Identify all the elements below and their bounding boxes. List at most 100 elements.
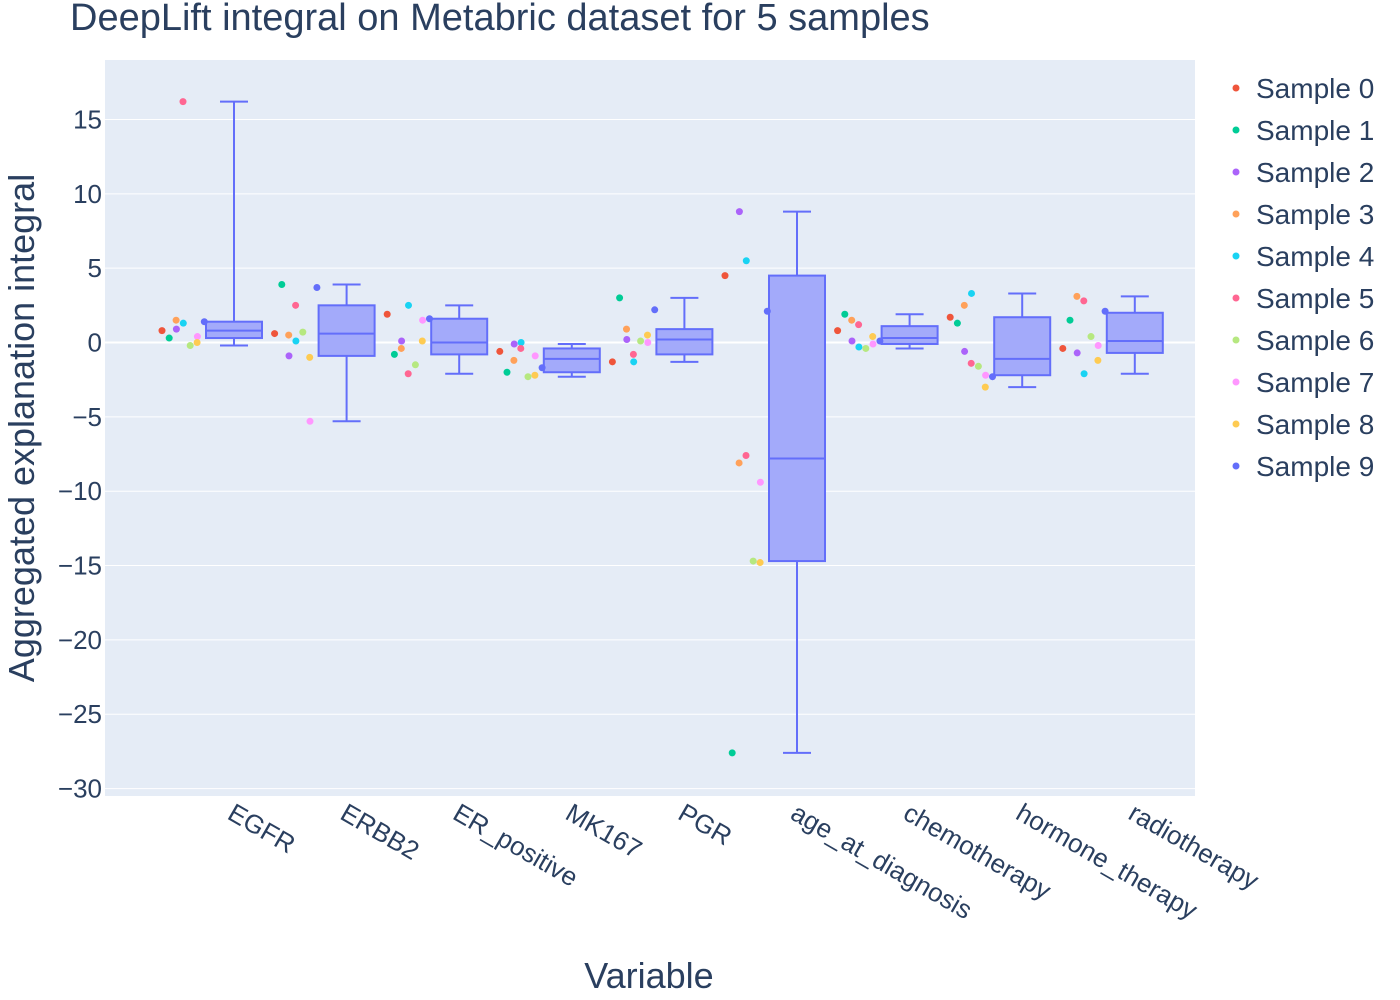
data-point[interactable] [1094, 356, 1102, 364]
data-point[interactable] [721, 272, 729, 280]
legend-item[interactable]: Sample 0 [1232, 73, 1375, 104]
data-point[interactable] [876, 337, 884, 345]
data-point[interactable] [742, 452, 750, 460]
data-point[interactable] [404, 370, 412, 378]
data-point[interactable] [630, 358, 638, 366]
data-point[interactable] [292, 301, 300, 309]
data-point[interactable] [383, 310, 391, 318]
data-point[interactable] [426, 315, 433, 323]
data-point[interactable] [862, 344, 870, 352]
data-point[interactable] [538, 364, 546, 372]
box-chemotherapy[interactable] [880, 313, 939, 350]
data-point[interactable] [1073, 292, 1081, 300]
data-point[interactable] [960, 301, 968, 309]
legend-item[interactable]: Sample 4 [1232, 241, 1375, 272]
data-point[interactable] [967, 359, 975, 367]
data-point[interactable] [285, 352, 293, 360]
data-point[interactable] [165, 334, 173, 342]
data-point[interactable] [644, 339, 652, 347]
data-point[interactable] [848, 337, 856, 345]
data-point[interactable] [756, 559, 764, 567]
data-point[interactable] [841, 310, 849, 318]
data-point[interactable] [179, 319, 187, 327]
box-age_at_diagnosis[interactable] [768, 210, 826, 754]
data-point[interactable] [982, 371, 990, 379]
data-point[interactable] [637, 337, 645, 345]
data-point[interactable] [735, 208, 743, 216]
data-point[interactable] [419, 316, 427, 324]
legend-item[interactable]: Sample 8 [1232, 409, 1375, 440]
data-point[interactable] [981, 383, 989, 391]
data-point[interactable] [285, 331, 293, 339]
box-ERBB2[interactable] [317, 283, 376, 423]
legend-item[interactable]: Sample 7 [1232, 367, 1375, 398]
data-point[interactable] [608, 358, 616, 366]
data-point[interactable] [623, 325, 630, 333]
data-point[interactable] [953, 319, 961, 327]
data-point[interactable] [1059, 344, 1067, 352]
data-point[interactable] [517, 339, 525, 347]
data-point[interactable] [292, 337, 300, 345]
data-point[interactable] [735, 459, 743, 467]
data-point[interactable] [524, 373, 532, 381]
data-point[interactable] [398, 337, 406, 345]
data-point[interactable] [1094, 341, 1102, 349]
data-point[interactable] [313, 283, 321, 291]
data-point[interactable] [405, 301, 412, 309]
legend-item[interactable]: Sample 3 [1232, 199, 1375, 230]
data-point[interactable] [411, 361, 419, 369]
box-EGFR[interactable] [205, 100, 263, 347]
box-MK167[interactable] [542, 342, 601, 378]
data-point[interactable] [848, 316, 856, 324]
data-point[interactable] [186, 341, 194, 349]
data-point[interactable] [397, 344, 405, 352]
data-point[interactable] [531, 371, 539, 379]
box-PGR[interactable] [655, 296, 714, 363]
data-point[interactable] [728, 749, 736, 757]
data-point[interactable] [510, 340, 518, 348]
legend-item[interactable]: Sample 2 [1232, 157, 1375, 188]
data-point[interactable] [503, 368, 511, 376]
data-point[interactable] [629, 350, 637, 358]
data-point[interactable] [306, 353, 314, 361]
data-point[interactable] [299, 328, 307, 336]
data-point[interactable] [763, 307, 771, 315]
data-point[interactable] [390, 350, 398, 358]
data-point[interactable] [834, 327, 842, 335]
data-point[interactable] [517, 344, 525, 352]
data-point[interactable] [193, 339, 201, 347]
data-point[interactable] [742, 257, 750, 265]
data-point[interactable] [749, 557, 757, 565]
data-point[interactable] [1066, 316, 1074, 324]
data-point[interactable] [855, 343, 863, 351]
legend-item[interactable]: Sample 1 [1232, 115, 1375, 146]
legend-item[interactable]: Sample 9 [1232, 451, 1375, 482]
legend-item[interactable]: Sample 6 [1232, 325, 1375, 356]
data-point[interactable] [271, 330, 279, 338]
data-point[interactable] [869, 333, 877, 341]
data-point[interactable] [1101, 307, 1109, 315]
data-point[interactable] [193, 333, 201, 341]
box-ER_positive[interactable] [430, 304, 489, 375]
legend-item[interactable]: Sample 5 [1232, 283, 1375, 314]
data-point[interactable] [179, 98, 187, 106]
data-point[interactable] [623, 336, 631, 344]
data-point[interactable] [968, 289, 975, 297]
data-point[interactable] [1073, 349, 1081, 357]
data-point[interactable] [418, 337, 426, 345]
data-point[interactable] [946, 313, 954, 321]
data-point[interactable] [855, 321, 863, 329]
data-point[interactable] [496, 347, 504, 355]
data-point[interactable] [989, 373, 996, 381]
data-point[interactable] [869, 340, 877, 348]
data-point[interactable] [756, 478, 764, 486]
data-point[interactable] [172, 325, 180, 333]
data-point[interactable] [306, 417, 314, 425]
data-point[interactable] [644, 331, 651, 339]
data-point[interactable] [651, 306, 659, 314]
data-point[interactable] [158, 327, 166, 335]
data-point[interactable] [531, 352, 539, 360]
data-point[interactable] [1080, 370, 1088, 378]
data-point[interactable] [1087, 333, 1095, 341]
legend[interactable]: Sample 0 Sample 1 Sample 2 Sample 3 Sample 4… [1232, 73, 1375, 482]
